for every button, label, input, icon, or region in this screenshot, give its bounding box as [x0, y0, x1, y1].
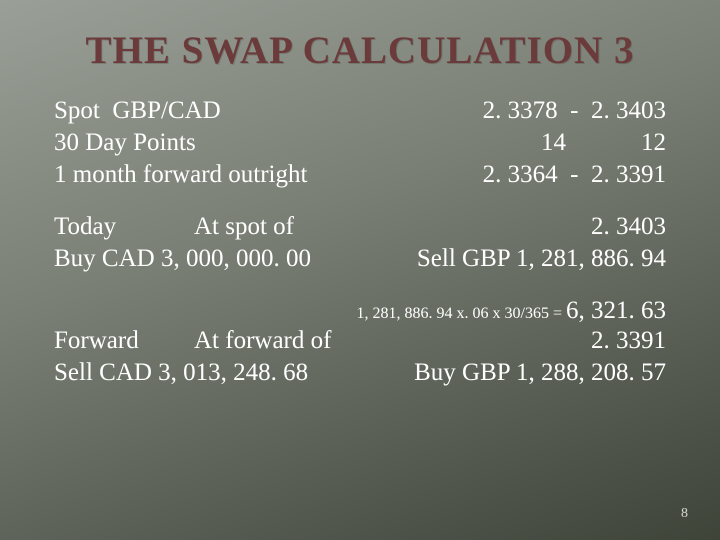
row-label: Spot GBP/CAD	[54, 95, 221, 127]
today-rate-row: Today At spot of 2. 3403	[54, 211, 666, 243]
slide-body: Spot GBP/CAD 2. 3378 - 2. 3403 30 Day Po…	[54, 95, 666, 389]
forward-at-label: At forward of	[194, 325, 516, 357]
forward-block: Forward At forward of 2. 3391 Sell CAD 3…	[54, 325, 666, 389]
calc-equation: 1, 281, 886. 94 x. 06 x 30/365 =	[357, 305, 566, 322]
page-number: 8	[681, 506, 688, 522]
table-row: 1 month forward outright 2. 3364 - 2. 33…	[54, 159, 666, 191]
row-values: 14 12	[541, 127, 666, 159]
table-row: Spot GBP/CAD 2. 3378 - 2. 3403	[54, 95, 666, 127]
calc-result: 6, 321. 63	[566, 297, 666, 324]
forward-rate-row: Forward At forward of 2. 3391	[54, 325, 666, 357]
today-label: Today	[54, 211, 194, 243]
table-row: 30 Day Points 14 12	[54, 127, 666, 159]
forward-label: Forward	[54, 325, 194, 357]
slide: THE SWAP CALCULATION 3 Spot GBP/CAD 2. 3…	[0, 0, 720, 540]
today-buy: Buy CAD 3, 000, 000. 00	[54, 243, 311, 275]
row-values: 2. 3378 - 2. 3403	[483, 95, 666, 127]
interest-calc: 1, 281, 886. 94 x. 06 x 30/365 = 6, 321.…	[54, 295, 666, 327]
forward-buy: Buy GBP 1, 288, 208. 57	[414, 357, 666, 389]
forward-trade-row: Sell CAD 3, 013, 248. 68 Buy GBP 1, 288,…	[54, 357, 666, 389]
today-sell: Sell GBP 1, 281, 886. 94	[417, 243, 666, 275]
today-trade-row: Buy CAD 3, 000, 000. 00 Sell GBP 1, 281,…	[54, 243, 666, 275]
row-label: 1 month forward outright	[54, 159, 307, 191]
today-rate: 2. 3403	[516, 211, 666, 243]
row-values: 2. 3364 - 2. 3391	[483, 159, 666, 191]
today-block: Today At spot of 2. 3403 Buy CAD 3, 000,…	[54, 211, 666, 275]
row-label: 30 Day Points	[54, 127, 196, 159]
forward-rate: 2. 3391	[516, 325, 666, 357]
today-at-label: At spot of	[194, 211, 516, 243]
forward-sell: Sell CAD 3, 013, 248. 68	[54, 357, 308, 389]
rate-table: Spot GBP/CAD 2. 3378 - 2. 3403 30 Day Po…	[54, 95, 666, 191]
slide-title: THE SWAP CALCULATION 3	[54, 28, 666, 73]
